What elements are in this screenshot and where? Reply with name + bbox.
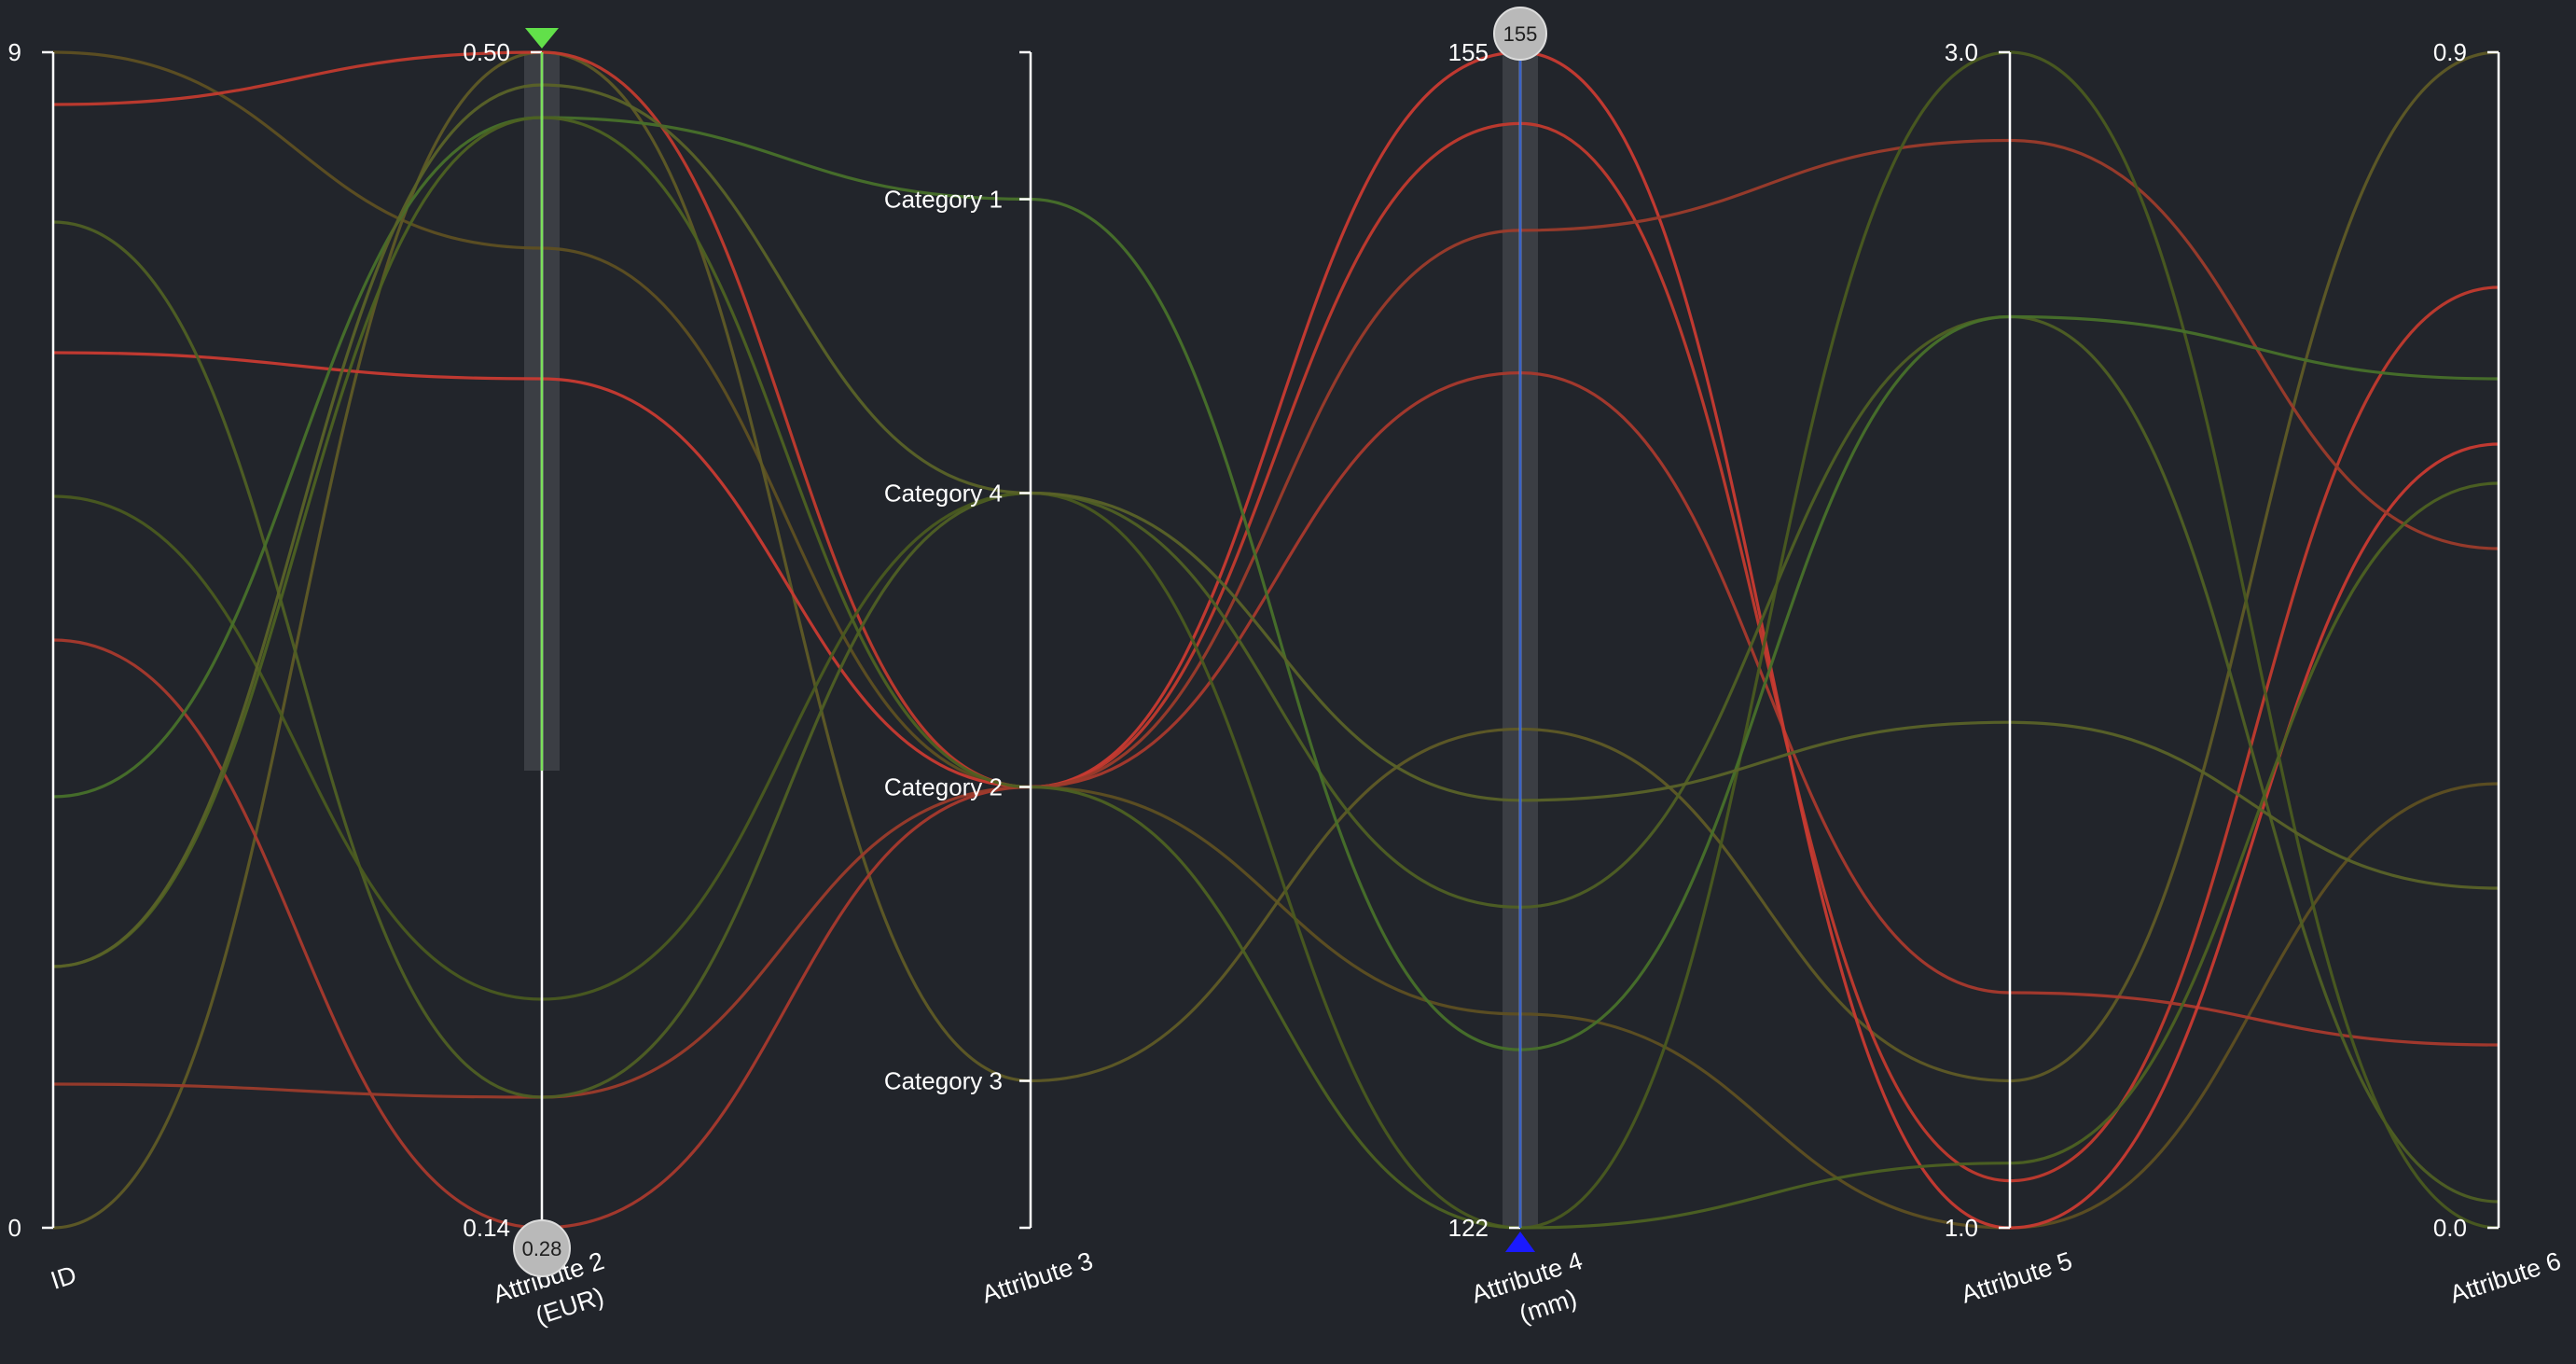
axis-id[interactable]: 0 9 ID bbox=[8, 38, 80, 1295]
axis-title-name: ID bbox=[48, 1260, 80, 1295]
tick-label-attribute-5-max: 3.0 bbox=[1945, 38, 1978, 66]
filter-handle-min-triangle-icon[interactable] bbox=[1505, 1232, 1535, 1252]
record-line-5[interactable] bbox=[52, 50, 2500, 1230]
record-line-2[interactable] bbox=[52, 50, 2500, 1230]
tick-label-category-2: Category 2 bbox=[884, 773, 1003, 801]
axis-title-attribute-4: Attribute 4(mm) bbox=[1468, 1246, 1596, 1341]
tick-label-id-max: 9 bbox=[8, 38, 21, 66]
axis-title-name: Attribute 5 bbox=[1958, 1246, 2075, 1309]
axis-title-name: Attribute 6 bbox=[2446, 1246, 2564, 1309]
axis-attribute-5[interactable]: 1.0 3.0 Attribute 5 bbox=[1945, 38, 2076, 1309]
axis-title-attribute-6: Attribute 6 bbox=[2446, 1246, 2564, 1309]
filter-handle-max-label: 155 bbox=[1503, 22, 1538, 46]
record-line-9[interactable] bbox=[52, 116, 2500, 1051]
record-line-6[interactable] bbox=[52, 138, 2500, 1099]
axis-title-attribute-5: Attribute 5 bbox=[1958, 1246, 2075, 1309]
filter-handle-min-label: 0.28 bbox=[522, 1237, 562, 1260]
filter-handle-max[interactable] bbox=[1493, 7, 1547, 61]
record-line-11[interactable] bbox=[52, 83, 2500, 968]
record-line-1[interactable] bbox=[52, 50, 2500, 1230]
filter-handle-max-triangle-icon[interactable] bbox=[525, 28, 559, 49]
tick-label-attribute-6-min: 0.0 bbox=[2433, 1214, 2467, 1242]
axis-title-id: ID bbox=[48, 1260, 80, 1295]
record-line-3[interactable] bbox=[52, 50, 2500, 1183]
records-layer bbox=[52, 50, 2500, 1230]
tick-label-attribute-2-min: 0.14 bbox=[463, 1214, 510, 1242]
record-line-7[interactable] bbox=[52, 220, 2500, 1204]
tick-label-attribute-5-min: 1.0 bbox=[1945, 1214, 1978, 1242]
tick-label-category-4: Category 4 bbox=[884, 480, 1003, 508]
axis-title-name: Attribute 3 bbox=[978, 1246, 1096, 1309]
record-line-8[interactable] bbox=[52, 50, 2500, 1230]
tick-label-attribute-4-max: 155 bbox=[1448, 38, 1489, 66]
tick-label-category-3: Category 3 bbox=[884, 1067, 1003, 1095]
tick-label-category-1: Category 1 bbox=[884, 186, 1003, 214]
filter-handle-min[interactable] bbox=[513, 1219, 571, 1277]
tick-label-id-min: 0 bbox=[8, 1214, 21, 1242]
axis-attribute-3[interactable]: Category 3 Category 2 Category 4 Category 1… bbox=[884, 50, 1097, 1309]
record-line-10[interactable] bbox=[52, 116, 2500, 1230]
axis-title-attribute-3: Attribute 3 bbox=[978, 1246, 1096, 1309]
tick-label-attribute-2-max: 0.50 bbox=[463, 38, 510, 66]
record-line-4[interactable] bbox=[52, 371, 2500, 1230]
axis-attribute-6[interactable]: 0.0 0.9 Attribute 6 bbox=[2433, 38, 2565, 1309]
tick-label-attribute-4-min: 122 bbox=[1448, 1214, 1489, 1242]
tick-label-attribute-6-max: 0.9 bbox=[2433, 38, 2467, 66]
